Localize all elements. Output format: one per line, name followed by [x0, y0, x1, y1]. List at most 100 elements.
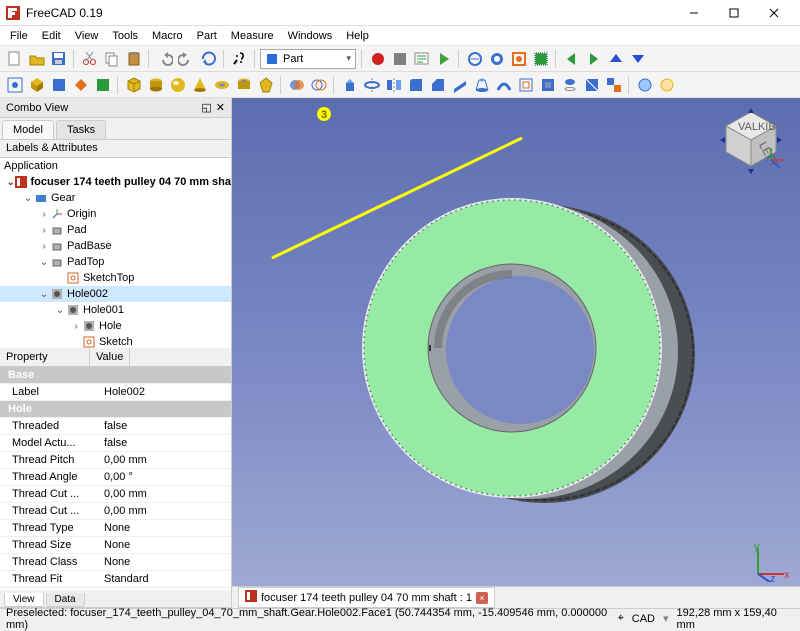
navdown-button[interactable]	[627, 49, 647, 69]
tab-model[interactable]: Model	[2, 120, 54, 139]
menu-edit[interactable]: Edit	[36, 28, 67, 44]
tube-button[interactable]	[233, 75, 253, 95]
color2-button[interactable]	[656, 75, 676, 95]
tab-tasks[interactable]: Tasks	[56, 120, 106, 139]
tree-item-sketch[interactable]: Sketch	[0, 334, 231, 348]
prop-row-thread-pitch[interactable]: Thread Pitch0,00 mm	[0, 452, 231, 469]
ruled-button[interactable]	[449, 75, 469, 95]
menu-measure[interactable]: Measure	[225, 28, 280, 44]
compound-button[interactable]	[603, 75, 623, 95]
workbench-selector[interactable]: Part▾	[260, 49, 356, 69]
prop-row-thread-fit[interactable]: Thread FitStandard	[0, 571, 231, 588]
loft-button[interactable]	[471, 75, 491, 95]
sweep-button[interactable]	[493, 75, 513, 95]
prop-row-model-actu-[interactable]: Model Actu...false	[0, 435, 231, 452]
tree-item-hole001[interactable]: ⌄Hole001	[0, 302, 231, 318]
maximize-button[interactable]	[714, 2, 754, 24]
nav-style-label[interactable]: CAD	[632, 613, 655, 625]
fit-button[interactable]	[4, 75, 24, 95]
tree-item-padtop[interactable]: ⌄PadTop	[0, 254, 231, 270]
prop-row-thread-class[interactable]: Thread ClassNone	[0, 554, 231, 571]
measure1-button[interactable]	[464, 49, 484, 69]
offset-button[interactable]	[515, 75, 535, 95]
right-button[interactable]	[92, 75, 112, 95]
prop-row-thread-type[interactable]: Thread TypeNone	[0, 520, 231, 537]
menu-file[interactable]: File	[4, 28, 34, 44]
fillet-button[interactable]	[405, 75, 425, 95]
paste-button[interactable]	[123, 49, 143, 69]
tree-item-origin[interactable]: ›Origin	[0, 206, 231, 222]
undo-button[interactable]	[154, 49, 174, 69]
torus-button[interactable]	[211, 75, 231, 95]
wireframe-button[interactable]	[530, 49, 550, 69]
extrude-button[interactable]	[339, 75, 359, 95]
measure2-button[interactable]	[486, 49, 506, 69]
navleft-button[interactable]	[561, 49, 581, 69]
tree-item-sketchtop[interactable]: SketchTop	[0, 270, 231, 286]
revolve-button[interactable]	[361, 75, 381, 95]
save-button[interactable]	[48, 49, 68, 69]
menu-part[interactable]: Part	[191, 28, 223, 44]
menu-windows[interactable]: Windows	[282, 28, 339, 44]
mirror-button[interactable]	[383, 75, 403, 95]
thickness-button[interactable]	[537, 75, 557, 95]
iso-button[interactable]	[26, 75, 46, 95]
whatsthis-button[interactable]	[229, 49, 249, 69]
refresh-button[interactable]	[198, 49, 218, 69]
property-table[interactable]: BaseLabelHole002HoleThreadedfalseModel A…	[0, 367, 231, 590]
navigation-cube[interactable]: VALKIB LEFT	[716, 108, 786, 178]
menu-help[interactable]: Help	[340, 28, 375, 44]
menu-macro[interactable]: Macro	[146, 28, 189, 44]
tree-item-padbase[interactable]: ›PadBase	[0, 238, 231, 254]
prop-row-thread-angle[interactable]: Thread Angle0,00 °	[0, 469, 231, 486]
stop-button[interactable]	[389, 49, 409, 69]
chamfer-button[interactable]	[427, 75, 447, 95]
close-button[interactable]	[754, 2, 794, 24]
redo-button[interactable]	[176, 49, 196, 69]
copy-button[interactable]	[101, 49, 121, 69]
panel-close-icon[interactable]: ✕	[216, 101, 225, 114]
prism-button[interactable]	[255, 75, 275, 95]
prop-tab-view[interactable]: View	[4, 593, 44, 607]
tree-item-hole002[interactable]: ⌄Hole002	[0, 286, 231, 302]
prop-tab-data[interactable]: Data	[46, 593, 85, 607]
front-button[interactable]	[48, 75, 68, 95]
measure3-button[interactable]	[508, 49, 528, 69]
color1-button[interactable]	[634, 75, 654, 95]
prop-row-thread-cut-[interactable]: Thread Cut ...0,00 mm	[0, 486, 231, 503]
macros-button[interactable]	[411, 49, 431, 69]
menu-tools[interactable]: Tools	[106, 28, 144, 44]
prop-row-label[interactable]: LabelHole002	[0, 384, 231, 401]
prop-row-thread-cut-[interactable]: Thread Cut ...0,00 mm	[0, 503, 231, 520]
boolean2-button[interactable]	[308, 75, 328, 95]
play-button[interactable]	[433, 49, 453, 69]
sphere-button[interactable]	[167, 75, 187, 95]
top-button[interactable]	[70, 75, 90, 95]
3d-viewport[interactable]: 3 VALKIB LEFT x y	[232, 98, 800, 608]
prop-row-thread-size[interactable]: Thread SizeNone	[0, 537, 231, 554]
minimize-button[interactable]	[674, 2, 714, 24]
panel-float-icon[interactable]: ◱	[201, 101, 211, 114]
menu-view[interactable]: View	[69, 28, 105, 44]
gear-body[interactable]	[362, 198, 695, 503]
tree-item-pad[interactable]: ›Pad	[0, 222, 231, 238]
tree-item-focuser-174-teeth-pulley-04-70-mm-sha[interactable]: ⌄focuser 174 teeth pulley 04 70 mm sha	[0, 174, 231, 190]
rec-button[interactable]	[367, 49, 387, 69]
tree-item-gear[interactable]: ⌄Gear	[0, 190, 231, 206]
cut-button[interactable]	[79, 49, 99, 69]
model-tree[interactable]: Application ⌄focuser 174 teeth pulley 04…	[0, 158, 231, 348]
box-button[interactable]	[123, 75, 143, 95]
navright-button[interactable]	[583, 49, 603, 69]
document-tab[interactable]: focuser 174 teeth pulley 04 70 mm shaft …	[238, 587, 495, 608]
projection-button[interactable]	[559, 75, 579, 95]
open-button[interactable]	[26, 49, 46, 69]
tree-item-hole[interactable]: ›Hole	[0, 318, 231, 334]
cross-button[interactable]	[581, 75, 601, 95]
navup-button[interactable]	[605, 49, 625, 69]
cylinder-button[interactable]	[145, 75, 165, 95]
boolean1-button[interactable]	[286, 75, 306, 95]
document-tab-close-icon[interactable]: ×	[476, 592, 488, 604]
prop-row-threaded[interactable]: Threadedfalse	[0, 418, 231, 435]
cone-button[interactable]	[189, 75, 209, 95]
nav-style-icon[interactable]: ⌖	[618, 612, 624, 625]
